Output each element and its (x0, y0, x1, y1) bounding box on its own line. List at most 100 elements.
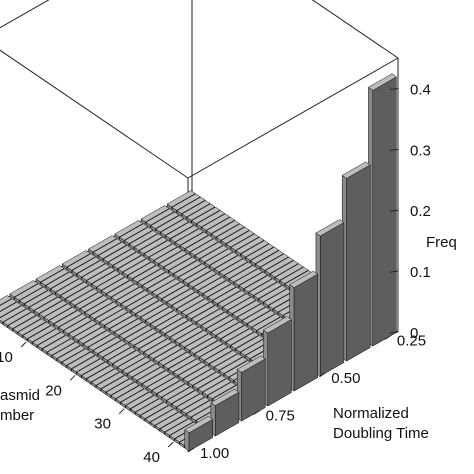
bar-top-face (150, 310, 180, 328)
bar-top-face (94, 305, 124, 323)
bar-top-face (96, 273, 126, 291)
bar-top-face (258, 285, 288, 303)
bar-top-face (181, 298, 211, 316)
bar-top-face (17, 318, 47, 336)
bar-top-face (341, 161, 371, 179)
bar-top-face (197, 375, 227, 393)
bar-top-face (86, 365, 116, 383)
bar-top-face (104, 311, 134, 329)
bar-top-face (196, 210, 226, 228)
y-tick-label: 0.75 (266, 408, 295, 425)
y-tick-label: 0.50 (331, 370, 360, 387)
bar-top-face (71, 256, 101, 274)
y-axis-label-line2: Doubling Time (333, 425, 429, 442)
bar-top-face (56, 345, 86, 363)
bar-top-face (200, 311, 230, 329)
bar-top-face (110, 381, 140, 399)
bar-top-face (151, 376, 181, 394)
bar-side-face (320, 222, 345, 377)
bar-top-face (232, 300, 262, 318)
bar-top-face (179, 231, 209, 249)
bar-top-face (207, 283, 237, 301)
bar-top-face (127, 261, 157, 279)
bar-top-face (170, 225, 199, 243)
bar-top-face (24, 290, 54, 308)
bar-top-face (205, 315, 235, 333)
bar-top-face (153, 246, 183, 264)
bar-top-face (253, 281, 283, 299)
y-tick-mark (187, 447, 195, 453)
bar-top-face (43, 303, 73, 321)
bar-top-face (107, 346, 137, 364)
bar-top-face (163, 253, 193, 271)
bar-top-face (251, 313, 281, 331)
bar-top-face (246, 310, 276, 328)
bar-top-face (210, 318, 240, 336)
bar-top-face (50, 275, 80, 293)
bar-top-face (225, 328, 255, 346)
bar-top-face (76, 260, 106, 278)
bar-top-face (159, 415, 189, 433)
bar-top-face (153, 345, 183, 363)
bar-top-face (159, 316, 189, 334)
bar-top-face (235, 236, 265, 254)
bar-top-face (196, 308, 225, 326)
bar-top-face (150, 211, 180, 229)
bar-top-face (100, 375, 130, 393)
bar-top-face (181, 200, 211, 218)
bar (184, 416, 214, 452)
z-axis-label: Freq (426, 234, 457, 251)
bar-top-face (367, 73, 397, 91)
bar-top-face (102, 343, 132, 361)
bar-top-face (222, 293, 252, 311)
bar-top-face (217, 290, 247, 308)
bar-top-face (114, 318, 144, 336)
bar-top-face (97, 241, 127, 259)
bar-top-face (156, 281, 186, 299)
bar-top-face (69, 288, 99, 306)
bar-top-face (262, 316, 292, 334)
y-tick-label: 0.25 (397, 333, 426, 350)
bar-top-face (207, 381, 237, 399)
bar-top-face (184, 416, 214, 434)
bar-top-face (119, 223, 149, 241)
bar-top-face (123, 325, 153, 343)
bar-top-face (215, 223, 245, 241)
bar-top-face (187, 270, 217, 288)
x-tick-label: 10 (0, 349, 13, 366)
bar-top-face (138, 236, 168, 254)
bar-top-face (168, 355, 197, 373)
bar-side-face (346, 164, 371, 362)
bar-top-face (63, 316, 93, 334)
bar-top-face (223, 261, 253, 279)
bar-top-face (60, 281, 90, 299)
bar-top-face (210, 388, 240, 406)
bar-top-face (155, 313, 184, 331)
bar-top-face (141, 370, 171, 388)
bar-top-face (140, 303, 170, 321)
x-tick-mark (20, 341, 27, 348)
bar-top-face (171, 390, 201, 408)
bar-top-face (177, 361, 207, 379)
bar-top-face (149, 408, 179, 426)
bar-top-face (181, 396, 210, 414)
bar-top-face (145, 306, 175, 324)
bar (210, 388, 240, 437)
bar-top-face (197, 276, 227, 294)
bar-top-face (146, 275, 176, 293)
bar-top-face (204, 248, 234, 266)
bar-top-face (48, 306, 78, 324)
bar-top-face (22, 321, 52, 339)
bar-top-face (174, 326, 204, 344)
bar-top-face (58, 313, 88, 331)
bar-top-face (182, 365, 212, 383)
bar-top-face (192, 273, 222, 291)
bar-side-face (267, 319, 292, 407)
bar-top-face (28, 293, 58, 311)
bar (289, 270, 319, 392)
bar-top-face (138, 335, 168, 353)
bar-top-face (112, 350, 142, 368)
box-top-front-right (187, 57, 399, 179)
bar-top-face (87, 333, 117, 351)
bar-top-face (204, 346, 234, 364)
